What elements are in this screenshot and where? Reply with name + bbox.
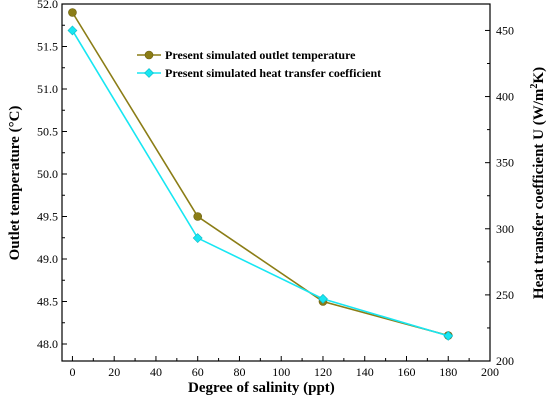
data-point-heat-transfer [443,330,454,341]
x-tick-label: 120 [314,365,332,379]
y-left-tick-label: 48.5 [37,295,58,309]
y-axis-right-title-main: Heat transfer coefficient U (W/m [531,88,547,299]
y-right-tick-label: 400 [496,90,514,104]
legend: Present simulated outlet temperature Pre… [137,48,381,80]
y-axis-left-title: Outlet temperature (°C) [7,106,23,261]
x-tick-label: 180 [439,365,457,379]
y-left-tick-label: 50.0 [37,167,58,181]
y-axis-right-title: Heat transfer coefficient U (W/m2K) [529,67,547,299]
y-right-tick-label: 200 [496,354,514,368]
series-layer [67,8,454,341]
y-left-tick-label: 51.5 [37,40,58,54]
legend-marker-heat-transfer [144,68,154,78]
y-axis-right-title-end: K) [531,67,547,84]
y-left-tick-label: 49.5 [37,210,58,224]
plot-area [61,3,491,362]
series-line-1 [71,30,449,337]
legend-label-heat-transfer: Present simulated heat transfer coeffici… [165,66,381,80]
x-tick-label: 60 [192,365,204,379]
x-tick-label: 200 [481,365,499,379]
data-point-heat-transfer [318,293,328,304]
y-left-tick-label: 50.5 [37,125,58,139]
y-left-tick-label: 52.0 [37,0,58,11]
axis-ticks: 0 20 40 60 80 100 120 140 160 180 200 48.0 48.5 49.0 4… [37,0,514,379]
y-left-tick-label: 49.0 [37,252,58,266]
y-axis-right-title-sup: 2 [529,84,540,89]
y-left-tick-label: 51.0 [37,82,58,96]
series-line-0 [71,12,449,337]
x-tick-label: 40 [150,365,162,379]
data-point-heat-transfer [192,233,203,243]
legend-label-temperature: Present simulated outlet temperature [165,48,356,62]
y-right-tick-label: 450 [496,23,514,37]
x-tick-label: 100 [272,365,290,379]
y-right-tick-label: 300 [496,222,514,236]
x-tick-label: 80 [233,365,245,379]
x-tick-label: 20 [108,365,120,379]
x-axis-title: Degree of salinity (ppt) [188,380,335,396]
y-left-tick-label: 48.0 [37,337,58,351]
y-right-tick-label: 350 [496,156,514,170]
data-point-temperature [193,212,203,221]
y-right-tick-label: 250 [496,288,514,302]
x-tick-label: 0 [69,365,75,379]
data-point-heat-transfer [67,25,78,36]
x-tick-label: 160 [397,365,415,379]
x-tick-label: 140 [356,365,374,379]
legend-marker-temperature [144,50,154,60]
data-point-temperature [68,8,77,17]
